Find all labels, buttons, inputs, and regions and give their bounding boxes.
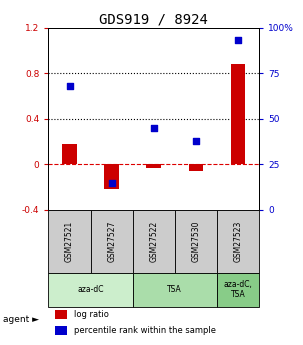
Point <box>236 38 241 43</box>
Text: GSM27522: GSM27522 <box>149 220 158 262</box>
Point <box>67 83 72 89</box>
Text: GSM27521: GSM27521 <box>65 220 74 262</box>
Bar <box>188 164 203 171</box>
Title: GDS919 / 8924: GDS919 / 8924 <box>99 12 208 27</box>
Text: GSM27530: GSM27530 <box>191 220 200 262</box>
Bar <box>175 210 217 273</box>
Bar <box>48 210 91 273</box>
Text: aza-dC,
TSA: aza-dC, TSA <box>224 280 252 299</box>
Text: aza-dC: aza-dC <box>77 285 104 294</box>
Bar <box>91 210 133 273</box>
Text: percentile rank within the sample: percentile rank within the sample <box>74 326 216 335</box>
Text: GSM27523: GSM27523 <box>234 220 242 262</box>
Bar <box>62 144 77 164</box>
Point <box>193 138 198 144</box>
Bar <box>146 164 161 168</box>
Bar <box>133 273 217 307</box>
Bar <box>217 273 259 307</box>
Text: agent ►: agent ► <box>3 315 39 324</box>
Bar <box>55 310 68 319</box>
Point <box>109 180 114 185</box>
Bar <box>104 164 119 189</box>
Text: GSM27527: GSM27527 <box>107 220 116 262</box>
Bar <box>217 210 259 273</box>
Bar <box>55 326 68 335</box>
Bar <box>231 64 245 164</box>
Point <box>152 125 156 131</box>
Text: log ratio: log ratio <box>74 310 108 319</box>
Bar <box>133 210 175 273</box>
Text: TSA: TSA <box>168 285 182 294</box>
Bar <box>48 273 133 307</box>
